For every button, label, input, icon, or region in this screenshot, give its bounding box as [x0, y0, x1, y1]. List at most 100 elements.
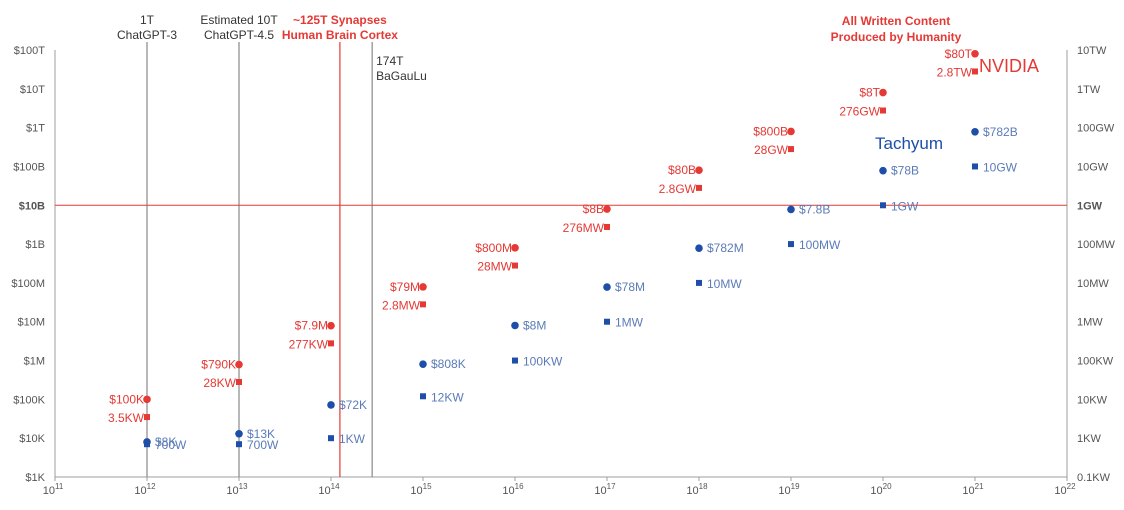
tachyum-cost-label: $8K	[155, 435, 176, 449]
tachyum-cost-label: $78M	[615, 280, 645, 294]
vertical-line-label: Estimated 10T	[200, 13, 278, 27]
vertical-line-label: BaGauLu	[376, 69, 427, 83]
tachyum-cost-label: $78B	[891, 164, 919, 178]
nvidia-cost-point	[971, 49, 979, 58]
nvidia-power-label: 28GW	[754, 143, 789, 157]
y-left-tick-label: $10T	[20, 84, 45, 96]
tachyum-cost-point	[235, 429, 243, 438]
nvidia-cost-label: $8T	[859, 86, 880, 100]
nvidia-cost-point	[879, 88, 887, 97]
tachyum-power-point	[880, 202, 886, 209]
x-tick-label: 1012	[134, 482, 156, 497]
nvidia-power-point	[788, 146, 794, 153]
tachyum-power-label: 700W	[155, 438, 187, 452]
nvidia-power-label: 276MW	[563, 221, 605, 235]
nvidia-power-point	[420, 301, 426, 308]
nvidia-cost-label: $79M	[390, 280, 420, 294]
tachyum-power-point	[236, 441, 242, 448]
top-right-note-line: All Written Content	[842, 14, 950, 28]
nvidia-power-point	[236, 379, 242, 386]
nvidia-cost-label: $80T	[945, 47, 973, 61]
tachyum-cost-point	[603, 283, 611, 291]
nvidia-cost-point	[695, 166, 703, 175]
tachyum-power-label: 700W	[247, 438, 279, 452]
tachyum-power-label: 12KW	[431, 390, 464, 404]
y-right-tick-label: 10GW	[1077, 161, 1109, 173]
y-right-tick-label: 1TW	[1077, 84, 1101, 96]
tachyum-power-point	[972, 163, 978, 170]
nvidia-power-point	[144, 414, 150, 421]
y-right-tick-label: 1GW	[1077, 200, 1103, 212]
tachyum-power-label: 10GW	[983, 160, 1018, 174]
y-right-tick-label: 100KW	[1077, 356, 1114, 368]
plot-frame	[54, 50, 1068, 478]
x-axis-ticks: 1011 1012 1013 1014 1015 1016 1017 1018 1019 1020…	[43, 477, 1076, 497]
tachyum-cost-label: $8M	[523, 318, 546, 332]
nvidia-cost-point	[603, 205, 611, 213]
nvidia-power-label: 3.5KW	[108, 411, 145, 425]
annotations: All Written Content Produced by Humanity N…	[831, 14, 1039, 153]
y-left-tick-label: $1K	[25, 472, 45, 484]
y-axis-left-ticks: $1K $10K $100K $1M $10M $100M $1B $10B $100B $1T $…	[11, 45, 45, 484]
x-tick-label: 1017	[594, 482, 616, 497]
tachyum-cost-point	[695, 244, 703, 253]
vertical-line-label: ChatGPT-4.5	[204, 28, 274, 42]
tachyum-cost-label: $13K	[247, 427, 275, 441]
y-right-tick-label: 10TW	[1077, 45, 1107, 57]
tachyum-cost-label: $782M	[707, 241, 744, 255]
tachyum-power-label: 1MW	[615, 316, 644, 330]
y-left-tick-label: $10M	[17, 317, 45, 329]
y-right-tick-label: 1KW	[1077, 433, 1101, 445]
tachyum-cost-point	[327, 401, 335, 409]
nvidia-power-label: 277KW	[289, 337, 329, 351]
y-right-tick-label: 100MW	[1077, 239, 1116, 251]
x-tick-label: 1021	[962, 482, 984, 497]
tachyum-power-point	[328, 435, 334, 442]
nvidia-cost-label: $800M	[475, 241, 512, 255]
tachyum-power-label: 100KW	[523, 355, 563, 369]
tachyum-power-point	[512, 357, 518, 364]
y-right-tick-label: 10KW	[1077, 394, 1108, 406]
tachyum-cost-label: $72K	[339, 398, 367, 412]
tachyum-power-label: 10MW	[707, 277, 742, 291]
nvidia-brand-label: NVIDIA	[979, 56, 1039, 76]
nvidia-cost-label: $790K	[201, 358, 236, 372]
tachyum-cost-point	[879, 166, 887, 175]
x-tick-label: 1020	[870, 482, 892, 497]
x-tick-label: 1015	[410, 482, 432, 497]
vertical-line-label: ~125T Synapses	[293, 13, 387, 27]
y-left-tick-label: $1T	[26, 123, 45, 135]
tachyum-power-label: 100MW	[799, 238, 841, 252]
nvidia-power-point	[880, 107, 886, 114]
nvidia-cost-label: $100K	[109, 392, 144, 406]
tachyum-power-point	[788, 241, 794, 248]
nvidia-cost-label: $8B	[583, 202, 604, 216]
y-axis-right-ticks: 0.1KW 1KW 10KW 100KW 1MW 10MW 100MW 1GW 10GW 100G…	[1077, 45, 1116, 484]
y-right-tick-label: 1MW	[1077, 317, 1103, 329]
nvidia-cost-point	[511, 244, 519, 252]
y-left-tick-label: $100K	[13, 394, 45, 406]
top-right-note-line: Produced by Humanity	[831, 30, 962, 44]
x-tick-label: 1019	[778, 482, 800, 497]
nvidia-cost-label: $7.9M	[295, 319, 328, 333]
tachyum-cost-label: $7.8B	[799, 202, 830, 216]
tachyum-cost-label: $782B	[983, 125, 1018, 139]
tachyum-power-point	[144, 441, 150, 448]
nvidia-power-point	[512, 262, 518, 269]
x-tick-label: 1014	[318, 482, 340, 497]
nvidia-cost-point	[327, 321, 335, 330]
x-tick-label: 1011	[43, 482, 64, 497]
y-left-tick-label: $100B	[13, 161, 45, 173]
x-tick-label: 1013	[226, 482, 248, 497]
tachyum-cost-point	[419, 360, 427, 368]
nvidia-power-point	[696, 184, 702, 191]
y-left-tick-label: $10B	[19, 200, 45, 212]
tachyum-brand-label: Tachyum	[875, 134, 943, 153]
tachyum-power-label: 1GW	[891, 199, 919, 213]
nvidia-power-label: 2.8GW	[659, 182, 697, 196]
y-left-tick-label: $1M	[24, 356, 45, 368]
nvidia-cost-label: $80B	[668, 163, 696, 177]
nvidia-power-label: 28MW	[477, 260, 512, 274]
nvidia-power-label: 276GW	[839, 105, 880, 119]
